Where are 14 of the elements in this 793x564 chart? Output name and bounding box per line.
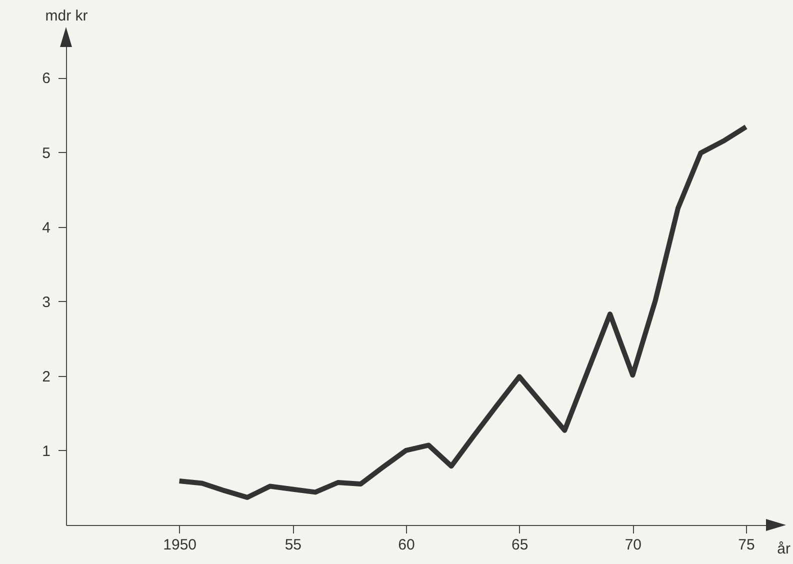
x-tick-label: 1950: [163, 536, 197, 554]
y-axis-title: mdr kr: [45, 8, 88, 24]
y-tick-label: 4: [42, 219, 50, 236]
y-tick-label: 2: [42, 368, 50, 386]
x-tick-label: 65: [511, 536, 528, 554]
x-tick-label: 70: [624, 536, 642, 554]
x-tick-label: 75: [738, 536, 755, 554]
x-tick-label: 60: [398, 536, 415, 554]
y-tick-label: 6: [42, 70, 50, 88]
y-tick-label: 1: [42, 442, 50, 460]
y-tick-label: 5: [42, 144, 50, 162]
x-axis-title: år: [777, 540, 790, 558]
y-tick-label: 3: [42, 294, 50, 311]
x-tick-label: 55: [284, 536, 302, 554]
